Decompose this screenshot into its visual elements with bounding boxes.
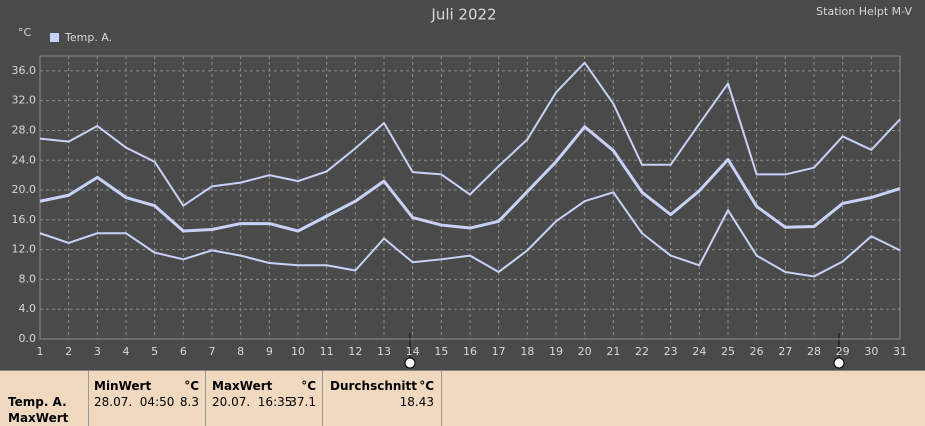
x-tick-label: 1 <box>37 345 44 358</box>
legend-label: Temp. A. <box>64 31 112 44</box>
x-tick-label: 14 <box>406 345 420 358</box>
stats-min: MinWert °C 28.07. 04:50 8.3 <box>89 371 206 426</box>
x-tick-label: 19 <box>549 345 563 358</box>
x-tick-label: 31 <box>893 345 907 358</box>
y-tick-label: 12.0 <box>12 243 37 256</box>
x-tick-label: 18 <box>520 345 534 358</box>
x-tick-label: 24 <box>692 345 706 358</box>
series-line <box>39 191 901 278</box>
plot-area <box>39 55 901 340</box>
max-unit: °C <box>301 379 316 393</box>
row-label: Temp. A. <box>8 395 67 409</box>
x-tick-label: 3 <box>94 345 101 358</box>
min-title: MinWert <box>94 379 152 393</box>
x-tick-label: 6 <box>180 345 187 358</box>
x-tick-label: 22 <box>635 345 649 358</box>
y-tick-label: 28.0 <box>12 123 37 136</box>
max-date: 20.07. 16:35 <box>212 395 293 409</box>
x-tick-label: 28 <box>807 345 821 358</box>
x-tick-label: 5 <box>151 345 158 358</box>
x-tick-label: 27 <box>778 345 792 358</box>
x-tick-label: 29 <box>836 345 850 358</box>
marker <box>833 357 845 369</box>
x-tick-label: 11 <box>320 345 334 358</box>
x-tick-label: 26 <box>750 345 764 358</box>
x-tick-label: 25 <box>721 345 735 358</box>
x-tick-label: 8 <box>237 345 244 358</box>
series-line <box>39 125 901 233</box>
x-tick-label: 4 <box>123 345 130 358</box>
x-tick-label: 2 <box>65 345 72 358</box>
x-tick-label: 7 <box>209 345 216 358</box>
x-tick-label: 17 <box>492 345 506 358</box>
chart-title: Juli 2022 <box>430 6 496 24</box>
avg-value: 18.43 <box>399 395 434 409</box>
x-tick-label: 16 <box>463 345 477 358</box>
stats-panel: Temp. A. MaxWert MinWert °C 28.07. 04:50… <box>0 370 925 426</box>
min-unit: °C <box>184 379 199 393</box>
y-tick-label: 4.0 <box>19 302 37 315</box>
x-tick-label: 9 <box>266 345 273 358</box>
x-tick-label: 13 <box>377 345 391 358</box>
y-tick-label: 0.0 <box>19 332 37 345</box>
x-tick-label: 30 <box>864 345 878 358</box>
x-tick-label: 20 <box>578 345 592 358</box>
station-label: Station Helpt M-V <box>816 5 912 18</box>
y-tick-label: 24.0 <box>12 153 37 166</box>
stats-max: MaxWert °C 20.07. 16:35 37.1 <box>206 371 323 426</box>
marker <box>404 357 416 369</box>
row-sub: MaxWert <box>8 411 69 425</box>
y-unit: °C <box>18 26 32 39</box>
max-title: MaxWert <box>212 379 273 393</box>
y-tick-label: 8.0 <box>19 272 37 285</box>
series-line <box>39 61 901 207</box>
min-value: 8.3 <box>179 395 199 409</box>
avg-unit: °C <box>419 379 434 393</box>
legend-swatch <box>50 33 59 42</box>
max-value: 37.1 <box>289 395 316 409</box>
stats-row-header: Temp. A. MaxWert <box>0 371 89 426</box>
avg-title: Durchschnitt <box>330 379 418 393</box>
x-tick-label: 10 <box>291 345 305 358</box>
x-tick-label: 23 <box>664 345 678 358</box>
y-tick-label: 16.0 <box>12 213 37 226</box>
x-tick-label: 12 <box>348 345 362 358</box>
x-tick-label: 21 <box>606 345 620 358</box>
chart: Juli 2022 Station Helpt M-V °C Temp. A. … <box>12 5 912 369</box>
min-date: 28.07. 04:50 <box>94 395 175 409</box>
x-tick-label: 15 <box>434 345 448 358</box>
y-tick-label: 32.0 <box>12 94 37 107</box>
stats-avg: Durchschnitt °C 18.43 <box>323 371 442 426</box>
y-tick-label: 36.0 <box>12 64 37 77</box>
y-tick-label: 20.0 <box>12 183 37 196</box>
